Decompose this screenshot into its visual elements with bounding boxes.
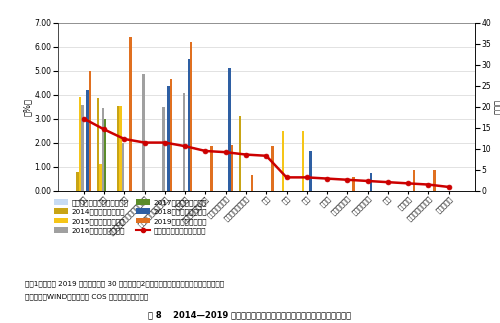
- Bar: [97, 98, 99, 191]
- Bar: [182, 93, 185, 191]
- Bar: [129, 37, 132, 191]
- Text: 图 8    2014—2019 年我国公募债券市场分行业违约主体家数及违约率统计: 图 8 2014—2019 年我国公募债券市场分行业违约主体家数及违约率统计: [148, 310, 352, 319]
- Bar: [251, 175, 254, 191]
- Bar: [190, 42, 192, 191]
- Y-axis label: （家）: （家）: [494, 99, 500, 114]
- Bar: [230, 145, 233, 191]
- Bar: [309, 151, 312, 191]
- Legend: 近六年违约家数合计（右轴）, 2014年违约率（左轴）, 2015年违约率（左轴）, 2016年违约率（左轴）, 2017年违约率（左轴）, 2018年违约率（: 近六年违约家数合计（右轴）, 2014年违约率（左轴）, 2015年违约率（左轴…: [54, 199, 208, 234]
- Y-axis label: （%）: （%）: [22, 98, 32, 116]
- Bar: [117, 106, 119, 191]
- Bar: [370, 172, 372, 191]
- Bar: [228, 68, 230, 191]
- Bar: [88, 71, 91, 191]
- Bar: [86, 90, 88, 191]
- Bar: [120, 106, 122, 191]
- Bar: [99, 164, 102, 191]
- Bar: [170, 79, 172, 191]
- Bar: [168, 86, 170, 191]
- Bar: [102, 108, 104, 191]
- Bar: [238, 116, 241, 191]
- Bar: [210, 146, 212, 191]
- Bar: [122, 142, 124, 191]
- Bar: [79, 97, 82, 191]
- Bar: [282, 130, 284, 191]
- Bar: [271, 146, 274, 191]
- Bar: [162, 107, 165, 191]
- Bar: [352, 177, 354, 191]
- Text: 注：1．仅列出 2019 年样本数多于 30 家的行业；2．按近六年平均违约率由高到低进行排序: 注：1．仅列出 2019 年样本数多于 30 家的行业；2．按近六年平均违约率由…: [25, 281, 224, 287]
- Bar: [76, 172, 79, 191]
- Bar: [104, 119, 106, 191]
- Bar: [188, 58, 190, 191]
- Bar: [302, 130, 304, 191]
- Bar: [413, 170, 416, 191]
- Text: 数据来源：WIND、联合资信 COS 系统、联合资信整理: 数据来源：WIND、联合资信 COS 系统、联合资信整理: [25, 294, 148, 300]
- Bar: [82, 105, 84, 191]
- Bar: [434, 170, 436, 191]
- Bar: [142, 74, 144, 191]
